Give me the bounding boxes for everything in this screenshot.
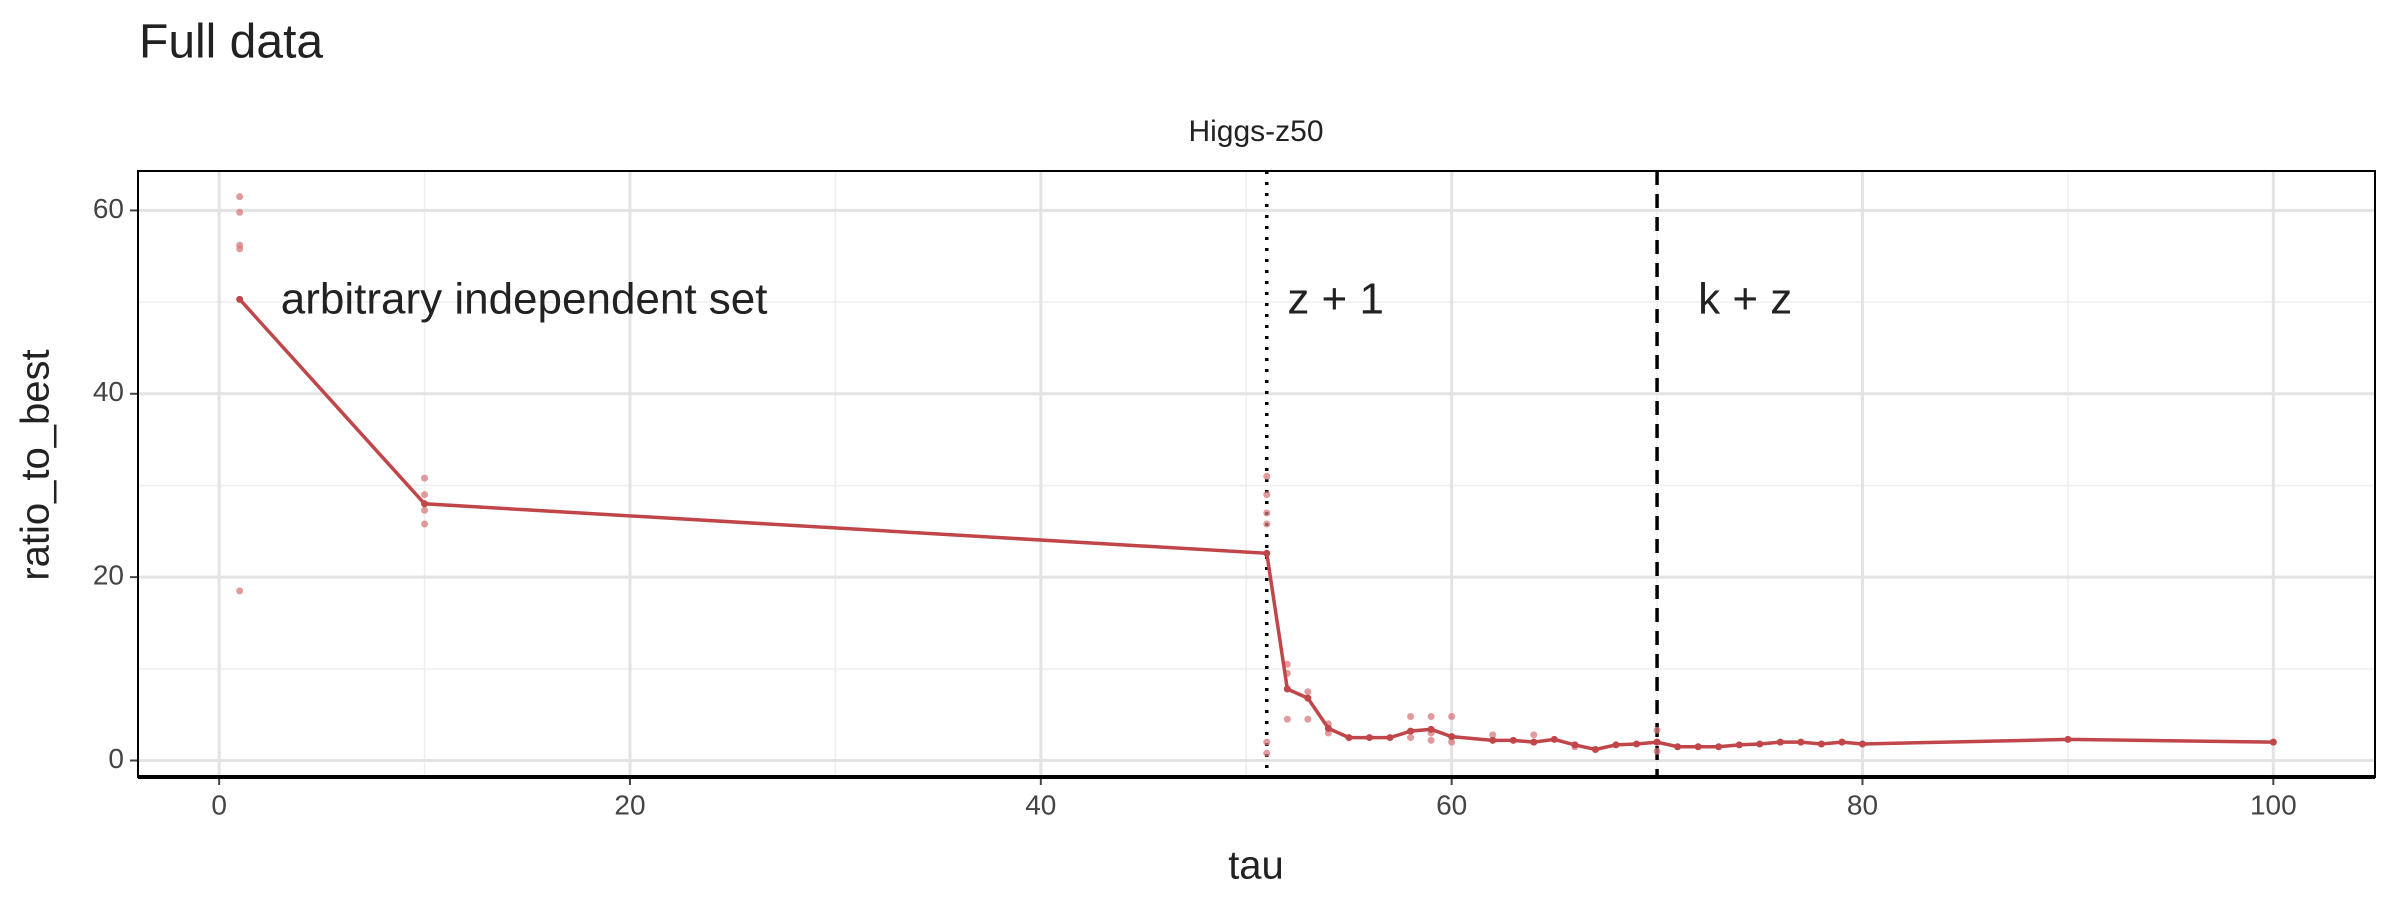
line-point	[1694, 743, 1702, 751]
line-point	[1571, 741, 1579, 749]
facet-label: Higgs-z50	[1188, 115, 1323, 148]
x-tick-label: 40	[1025, 789, 1056, 820]
line-point	[1858, 740, 1866, 748]
line-point	[1817, 740, 1825, 748]
y-tick-label: 40	[93, 376, 124, 407]
y-axis-label: ratio_to_best	[14, 349, 58, 580]
line-point	[1427, 725, 1435, 733]
line-point	[1489, 736, 1497, 744]
data-point	[236, 245, 244, 253]
line-point	[1550, 735, 1558, 743]
line-point	[1838, 738, 1846, 746]
data-point	[421, 491, 429, 499]
data-point	[1530, 731, 1538, 739]
data-point	[1427, 712, 1435, 720]
line-point	[2064, 735, 2072, 743]
line-point	[1304, 694, 1312, 702]
x-axis-label: tau	[1228, 844, 1284, 888]
line-point	[1674, 743, 1682, 751]
data-point	[1283, 715, 1291, 723]
data-point	[1448, 738, 1456, 746]
x-tick-label: 0	[211, 789, 227, 820]
data-point	[421, 506, 429, 514]
data-point	[1263, 749, 1271, 757]
x-tick-label: 20	[614, 789, 645, 820]
data-point	[421, 520, 429, 528]
data-point	[1448, 712, 1456, 720]
line-point	[1386, 734, 1394, 742]
data-point	[1263, 520, 1271, 528]
line-point	[1591, 745, 1599, 753]
line-point	[1345, 734, 1353, 742]
x-tick-label: 60	[1436, 789, 1467, 820]
data-point	[236, 587, 244, 595]
line-point	[1756, 740, 1764, 748]
line-point	[1365, 734, 1373, 742]
line-point	[1324, 724, 1332, 732]
data-point	[1489, 731, 1497, 739]
data-point	[421, 474, 429, 482]
data-point	[1653, 747, 1661, 755]
x-tick-label: 100	[2250, 789, 2297, 820]
y-tick-label: 0	[108, 743, 124, 774]
line-point	[1612, 741, 1620, 749]
annotation: arbitrary independent set	[281, 275, 768, 324]
data-point	[1427, 736, 1435, 744]
line-point	[2269, 738, 2277, 746]
data-point	[1304, 688, 1312, 696]
data-point	[1263, 472, 1271, 480]
annotation: z + 1	[1287, 275, 1384, 324]
series-line	[238, 298, 2274, 752]
line-point	[1633, 740, 1641, 748]
line-point	[1735, 741, 1743, 749]
data-point	[1304, 715, 1312, 723]
data-point	[1263, 509, 1271, 517]
data-point	[1407, 734, 1415, 742]
line-point	[1448, 733, 1456, 741]
data-point	[1263, 491, 1271, 499]
line-point	[1776, 738, 1784, 746]
line-point	[1263, 549, 1271, 557]
line-point	[1407, 727, 1415, 735]
data-point	[236, 193, 244, 201]
line-point	[1509, 736, 1517, 744]
y-tick-label: 60	[93, 193, 124, 224]
line-point	[1653, 738, 1661, 746]
data-point	[236, 208, 244, 216]
chart-title: Full data	[139, 16, 323, 69]
panel-border	[137, 170, 2376, 778]
data-point	[1407, 712, 1415, 720]
data-point	[1653, 726, 1661, 734]
annotation: k + z	[1698, 275, 1792, 324]
y-tick-label: 20	[93, 560, 124, 591]
line-point	[1283, 685, 1291, 693]
x-tick-label: 80	[1847, 789, 1878, 820]
line-point	[236, 295, 244, 303]
data-point	[1263, 738, 1271, 746]
line-point	[1530, 738, 1538, 746]
line-point	[1797, 738, 1805, 746]
line-point	[421, 500, 429, 508]
line-point	[1715, 743, 1723, 751]
